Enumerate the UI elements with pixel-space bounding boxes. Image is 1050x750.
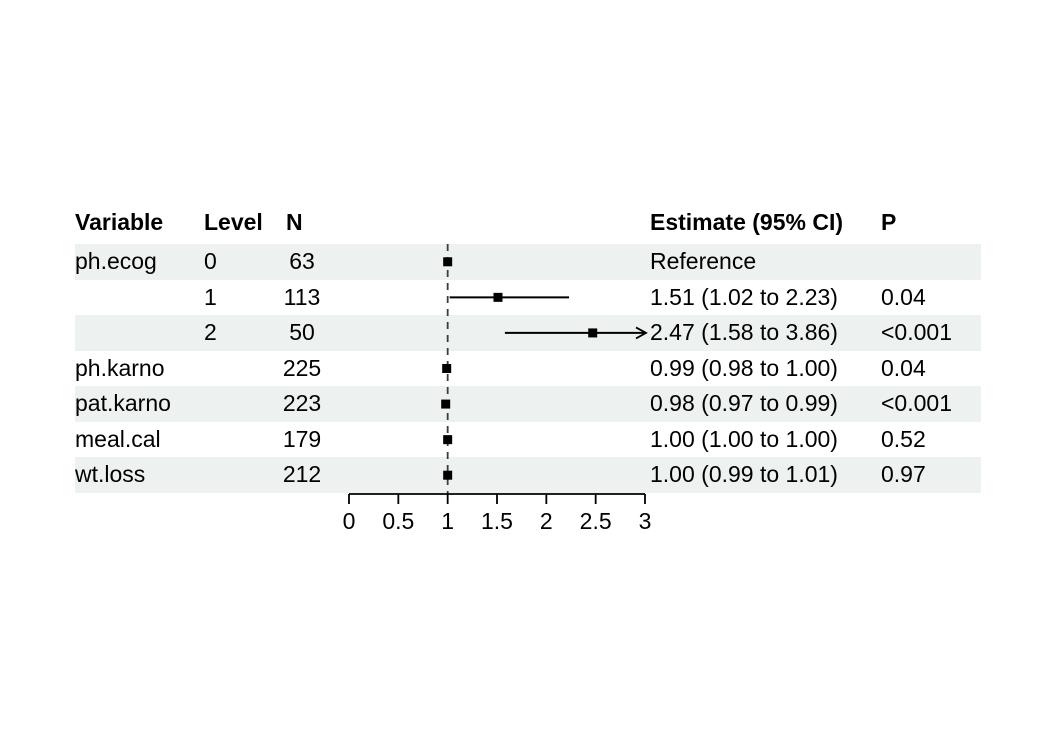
table-row: ph.karno 225 0.99 (0.98 to 1.00) 0.04 <box>75 351 981 387</box>
x-axis-tick-label: 2 <box>540 508 553 534</box>
table-row: 1 113 1.51 (1.02 to 2.23) 0.04 <box>75 280 981 316</box>
estimate-cell: 0.98 (0.97 to 0.99) <box>650 390 838 417</box>
estimate-cell: 0.99 (0.98 to 1.00) <box>650 354 838 381</box>
p-cell: 0.97 <box>881 461 926 488</box>
n-cell: 179 <box>282 425 322 452</box>
level-cell: 2 <box>204 319 217 346</box>
x-axis-tick-label: 1 <box>441 508 454 534</box>
n-cell: 212 <box>282 461 322 488</box>
estimate-cell: 1.00 (0.99 to 1.01) <box>650 461 838 488</box>
table-row: wt.loss 212 1.00 (0.99 to 1.01) 0.97 <box>75 457 981 493</box>
variable-cell: wt.loss <box>75 461 146 488</box>
p-cell: 0.04 <box>881 283 926 310</box>
variable-cell: ph.ecog <box>75 248 157 274</box>
estimate-cell: 1.51 (1.02 to 2.23) <box>650 283 838 310</box>
variable-cell: pat.karno <box>75 390 171 417</box>
column-header-n: N <box>286 209 303 235</box>
column-header-estimate: Estimate (95% CI) <box>650 209 844 235</box>
x-axis-tick-label: 1.5 <box>481 508 513 534</box>
level-cell: 0 <box>204 248 217 274</box>
variable-cell: meal.cal <box>75 425 161 452</box>
table-row: meal.cal 179 1.00 (1.00 to 1.00) 0.52 <box>75 422 981 458</box>
x-axis-tick-label: 2.5 <box>580 508 612 534</box>
p-cell: 0.52 <box>881 425 926 452</box>
n-cell: 50 <box>289 319 315 346</box>
table-row: ph.ecog 0 63 Reference <box>75 244 981 280</box>
x-axis-tick-label: 0.5 <box>382 508 414 534</box>
column-header-level: Level <box>204 209 263 235</box>
column-header-p: P <box>881 209 897 235</box>
estimate-cell: 2.47 (1.58 to 3.86) <box>650 319 838 346</box>
column-header-variable: Variable <box>75 209 164 235</box>
x-axis-tick-label: 0 <box>343 508 356 534</box>
n-cell: 113 <box>283 283 321 310</box>
x-axis-tick-label: 3 <box>639 508 652 534</box>
p-cell: 0.04 <box>881 354 926 381</box>
estimate-cell: 1.00 (1.00 to 1.00) <box>650 425 838 452</box>
table-row: pat.karno 223 0.98 (0.97 to 0.99) <0.001 <box>75 386 981 422</box>
p-cell: <0.001 <box>881 390 952 417</box>
n-cell: 225 <box>282 354 322 381</box>
n-cell: 63 <box>289 248 315 274</box>
estimate-cell: Reference <box>650 248 757 274</box>
variable-cell: ph.karno <box>75 354 165 381</box>
p-cell: <0.001 <box>881 319 952 346</box>
n-cell: 223 <box>282 390 322 417</box>
level-cell: 1 <box>204 283 217 310</box>
table-row: 2 50 2.47 (1.58 to 3.86) <0.001 <box>75 315 981 351</box>
